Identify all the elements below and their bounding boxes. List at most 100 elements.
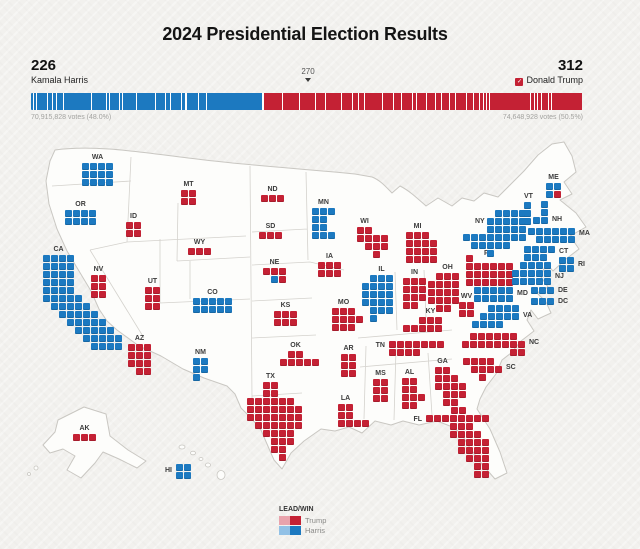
- bar-segment-IA[interactable]: [359, 93, 366, 110]
- bar-segment-KY[interactable]: [393, 93, 403, 110]
- bar-segment-NV[interactable]: [352, 93, 360, 110]
- bar-segment-MN[interactable]: [156, 93, 167, 110]
- bar-segment-WV[interactable]: [413, 93, 418, 110]
- ev-square: [459, 391, 466, 398]
- ev-square: [381, 243, 388, 250]
- ev-square: [89, 210, 96, 217]
- bar-segment-MI[interactable]: [326, 93, 342, 110]
- state-label-GA: GA: [437, 358, 448, 365]
- bar-segment-MO[interactable]: [456, 93, 467, 110]
- ev-square: [406, 248, 413, 255]
- bar-segment-NE-2[interactable]: [185, 93, 187, 110]
- bar-segment-CO[interactable]: [171, 93, 182, 110]
- ev-square: [338, 420, 345, 427]
- bar-segment-AL[interactable]: [426, 93, 436, 110]
- ev-square: [279, 276, 286, 283]
- bar-segment-CA[interactable]: [207, 93, 263, 110]
- ev-square: [503, 226, 510, 233]
- ev-square: [567, 257, 574, 264]
- state-label-TX: TX: [266, 373, 275, 380]
- ev-square: [279, 414, 286, 421]
- bar-segment-PA[interactable]: [263, 93, 284, 110]
- ev-square: [73, 218, 80, 225]
- ev-square: [296, 359, 303, 366]
- ev-square: [436, 289, 443, 296]
- ev-square: [503, 234, 510, 241]
- ev-square: [524, 210, 531, 217]
- ev-square: [452, 273, 459, 280]
- ev-square: [443, 399, 450, 406]
- ev-square: [466, 423, 473, 430]
- bar-segment-OK[interactable]: [466, 93, 474, 110]
- ev-square: [546, 191, 553, 198]
- bar-segment-AR[interactable]: [450, 93, 457, 110]
- ev-square: [519, 234, 526, 241]
- ev-square: [480, 313, 487, 320]
- bar-segment-ME-2[interactable]: [262, 93, 264, 110]
- bar-segment-UT[interactable]: [542, 93, 549, 110]
- ev-square: [482, 295, 489, 302]
- state-label-VT: VT: [524, 193, 533, 200]
- bar-segment-MA[interactable]: [37, 93, 49, 110]
- bar-segment-OR[interactable]: [199, 93, 208, 110]
- bar-segment-AZ[interactable]: [341, 93, 353, 110]
- state-label-CT: CT: [559, 248, 569, 255]
- ev-square: [247, 406, 254, 413]
- bar-segment-MS[interactable]: [435, 93, 443, 110]
- bar-segment-NY[interactable]: [63, 93, 93, 110]
- bar-segment-NH[interactable]: [48, 93, 53, 110]
- bar-segment-ID[interactable]: [538, 93, 543, 110]
- ev-square: [397, 341, 404, 348]
- ev-square: [318, 270, 325, 277]
- ev-square: [504, 313, 511, 320]
- bar-segment-FL[interactable]: [551, 93, 583, 110]
- bar-segment-NM[interactable]: [166, 93, 172, 110]
- bar-segment-WY[interactable]: [535, 93, 539, 110]
- bar-segment-LA[interactable]: [442, 93, 451, 110]
- ev-square: [43, 271, 50, 278]
- bar-segment-CT[interactable]: [56, 93, 64, 110]
- bar-segment-ME[interactable]: [34, 93, 38, 110]
- bar-segment-HI[interactable]: [181, 93, 186, 110]
- bar-segment-RI[interactable]: [52, 93, 57, 110]
- bar-segment-OH[interactable]: [365, 93, 383, 110]
- bar-segment-IL[interactable]: [136, 93, 157, 110]
- ev-square: [458, 447, 465, 454]
- ev-square: [435, 367, 442, 374]
- bar-segment-WI[interactable]: [315, 93, 327, 110]
- bar-segment-VT[interactable]: [31, 93, 35, 110]
- bar-segment-NJ[interactable]: [92, 93, 107, 110]
- bar-segment-TN[interactable]: [402, 93, 414, 110]
- bar-segment-NC[interactable]: [299, 93, 316, 110]
- ev-square: [498, 279, 505, 286]
- bar-segment-TX[interactable]: [490, 93, 532, 110]
- ev-square: [209, 298, 216, 305]
- ev-square: [99, 335, 106, 342]
- ev-square: [474, 415, 481, 422]
- ev-square: [279, 422, 286, 429]
- bar-segment-MT[interactable]: [531, 93, 536, 110]
- ev-square: [370, 307, 377, 314]
- bar-segment-VA[interactable]: [123, 93, 137, 110]
- ev-square: [295, 414, 302, 421]
- bar-segment-MD[interactable]: [109, 93, 121, 110]
- ev-square: [568, 228, 575, 235]
- ev-square: [519, 210, 526, 217]
- bar-segment-DC[interactable]: [120, 93, 124, 110]
- ev-square: [559, 265, 566, 272]
- bar-segment-NE[interactable]: [479, 93, 485, 110]
- ev-square: [189, 198, 196, 205]
- bar-segment-DE[interactable]: [106, 93, 110, 110]
- state-label-MI: MI: [413, 223, 422, 230]
- ev-square: [466, 271, 473, 278]
- bar-segment-IN[interactable]: [382, 93, 394, 110]
- bar-segment-SD[interactable]: [484, 93, 488, 110]
- bar-segment-GA[interactable]: [283, 93, 300, 110]
- bar-segment-KS[interactable]: [473, 93, 480, 110]
- bar-segment-ND[interactable]: [487, 93, 491, 110]
- bar-segment-AK[interactable]: [548, 93, 552, 110]
- bar-segment-SC[interactable]: [417, 93, 427, 110]
- bar-segment-WA[interactable]: [186, 93, 200, 110]
- ev-square: [482, 463, 489, 470]
